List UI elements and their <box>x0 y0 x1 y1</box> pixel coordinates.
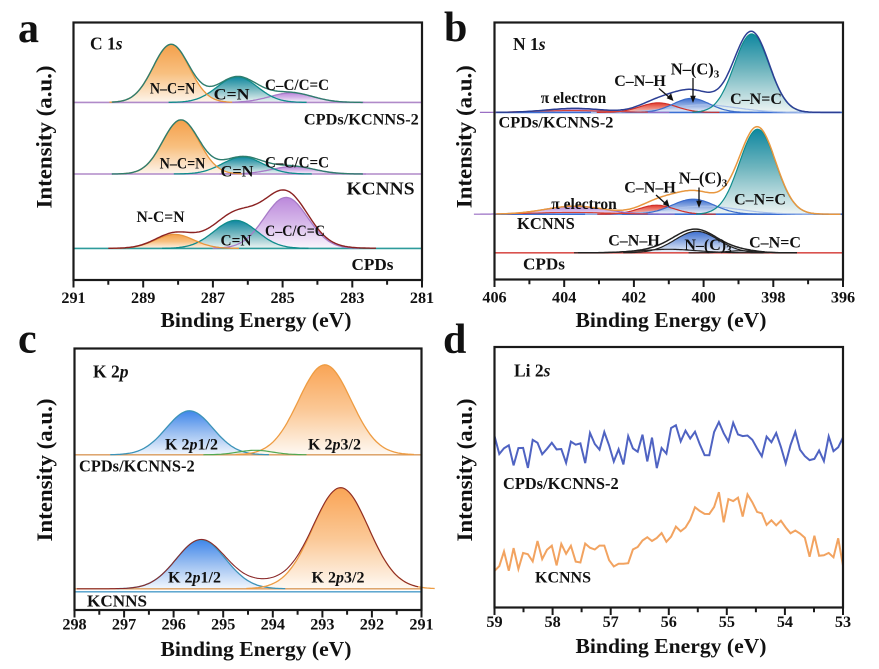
svg-text:C=N: C=N <box>221 164 254 181</box>
svg-text:K 2p1/2: K 2p1/2 <box>168 570 221 587</box>
svg-text:K 2p1/2: K 2p1/2 <box>165 437 218 454</box>
svg-text:d: d <box>443 317 466 363</box>
svg-text:55: 55 <box>719 613 735 631</box>
svg-text:KCNNS: KCNNS <box>87 592 147 611</box>
svg-text:K 2p3/2: K 2p3/2 <box>312 570 365 587</box>
svg-text:C=N: C=N <box>221 233 252 250</box>
svg-text:Intensity (a.u.): Intensity (a.u.) <box>452 65 477 208</box>
svg-text:396: 396 <box>831 289 855 307</box>
svg-text:404: 404 <box>552 289 576 307</box>
svg-text:N–(C)3: N–(C)3 <box>684 237 732 256</box>
svg-text:K 2p: K 2p <box>93 361 129 381</box>
svg-text:N–(C)3: N–(C)3 <box>679 169 728 190</box>
svg-text:58: 58 <box>544 613 560 631</box>
svg-text:57: 57 <box>603 613 619 631</box>
svg-text:287: 287 <box>201 289 225 307</box>
svg-text:C–C/C=C: C–C/C=C <box>265 155 329 172</box>
svg-text:291: 291 <box>61 289 85 307</box>
svg-text:C–N=C: C–N=C <box>730 91 782 108</box>
svg-text:C–N–H: C–N–H <box>624 180 676 197</box>
svg-text:298: 298 <box>62 616 86 634</box>
svg-text:C–C/C=C: C–C/C=C <box>265 77 329 94</box>
svg-text:289: 289 <box>131 289 155 307</box>
svg-text:Binding Energy (eV): Binding Energy (eV) <box>161 308 352 332</box>
svg-text:296: 296 <box>162 616 186 634</box>
svg-text:291: 291 <box>409 616 433 634</box>
svg-text:285: 285 <box>270 289 294 307</box>
svg-text:CPDs/KCNNS-2: CPDs/KCNNS-2 <box>79 457 195 476</box>
svg-text:C=N: C=N <box>214 87 250 104</box>
svg-text:Li 2s: Li 2s <box>514 361 551 381</box>
svg-text:Binding Energy (eV): Binding Energy (eV) <box>576 308 767 332</box>
svg-text:N–C=N: N–C=N <box>150 80 196 97</box>
svg-text:54: 54 <box>777 613 793 631</box>
svg-text:400: 400 <box>691 289 715 307</box>
svg-text:KCNNS: KCNNS <box>535 568 591 587</box>
svg-text:π electron: π electron <box>541 90 607 107</box>
svg-text:398: 398 <box>761 289 785 307</box>
svg-text:C–N=C: C–N=C <box>734 192 786 209</box>
svg-text:283: 283 <box>340 289 364 307</box>
svg-text:56: 56 <box>661 613 677 631</box>
svg-text:Binding Energy (eV): Binding Energy (eV) <box>576 634 767 658</box>
svg-text:C 1s: C 1s <box>90 34 123 54</box>
svg-text:b: b <box>444 5 467 51</box>
svg-text:C–N=C: C–N=C <box>749 235 801 252</box>
svg-text:295: 295 <box>211 616 235 634</box>
svg-text:c: c <box>18 317 37 363</box>
svg-text:K 2p3/2: K 2p3/2 <box>308 437 361 454</box>
svg-text:Intensity (a.u.): Intensity (a.u.) <box>32 66 57 209</box>
svg-text:CPDs/KCNNS-2: CPDs/KCNNS-2 <box>503 474 619 493</box>
svg-text:Intensity (a.u.): Intensity (a.u.) <box>32 399 57 542</box>
svg-text:281: 281 <box>410 289 434 307</box>
svg-text:N 1s: N 1s <box>513 34 546 54</box>
svg-text:Intensity (a.u.): Intensity (a.u.) <box>452 399 477 542</box>
svg-text:297: 297 <box>112 616 136 634</box>
svg-text:CPDs: CPDs <box>352 255 394 274</box>
svg-text:C–N–H: C–N–H <box>614 73 666 90</box>
svg-text:292: 292 <box>360 616 384 634</box>
svg-text:C–N–H: C–N–H <box>608 233 660 250</box>
svg-text:C–C/C=C: C–C/C=C <box>265 223 325 240</box>
svg-text:59: 59 <box>486 613 502 631</box>
svg-text:N–(C)3: N–(C)3 <box>671 60 720 81</box>
svg-text:CPDs/KCNNS-2: CPDs/KCNNS-2 <box>499 113 614 132</box>
svg-text:402: 402 <box>622 289 646 307</box>
svg-text:406: 406 <box>482 289 506 307</box>
svg-text:CPDs/KCNNS-2: CPDs/KCNNS-2 <box>304 109 419 128</box>
svg-text:294: 294 <box>261 616 285 634</box>
svg-text:KCNNS: KCNNS <box>517 214 575 233</box>
svg-text:53: 53 <box>835 613 851 631</box>
svg-text:KCNNS: KCNNS <box>347 179 415 199</box>
svg-text:293: 293 <box>310 616 334 634</box>
svg-text:N-C=N: N-C=N <box>137 209 185 226</box>
svg-text:CPDs: CPDs <box>523 255 566 274</box>
svg-text:a: a <box>18 6 39 52</box>
svg-text:π electron: π electron <box>551 196 617 213</box>
svg-text:N–C=N: N–C=N <box>160 156 206 173</box>
svg-text:Binding Energy (eV): Binding Energy (eV) <box>161 637 352 661</box>
